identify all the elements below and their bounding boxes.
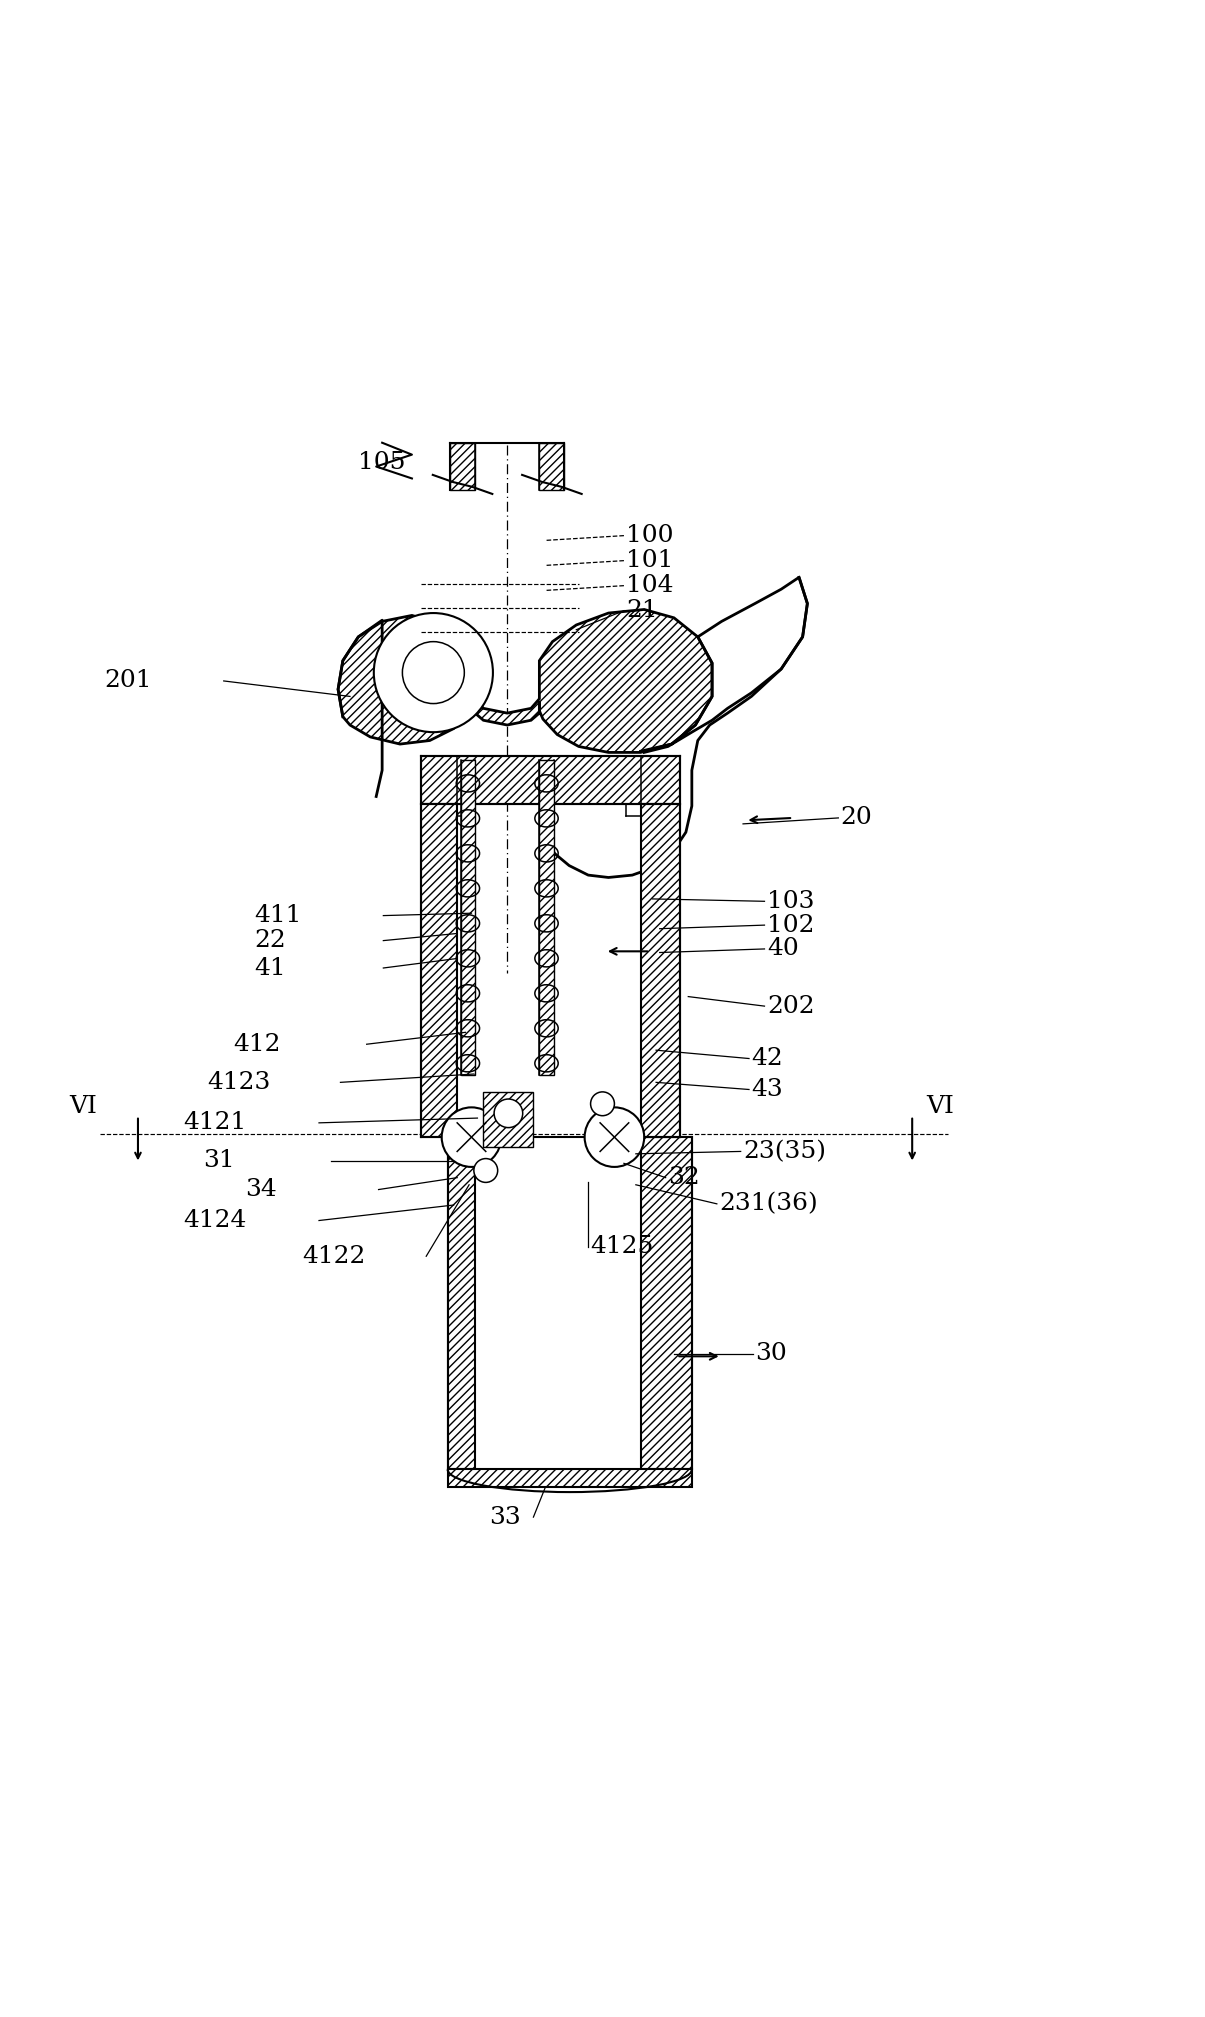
Text: 103: 103: [766, 889, 815, 914]
Circle shape: [442, 1107, 501, 1168]
Text: 40: 40: [766, 938, 799, 960]
Text: VI: VI: [927, 1095, 954, 1117]
Text: 104: 104: [627, 575, 674, 597]
Text: 102: 102: [766, 914, 815, 936]
Text: 412: 412: [234, 1033, 281, 1055]
Polygon shape: [447, 1470, 692, 1487]
Polygon shape: [422, 756, 680, 803]
Text: 30: 30: [756, 1343, 787, 1366]
Circle shape: [474, 1158, 498, 1182]
Polygon shape: [641, 1138, 692, 1470]
Text: 32: 32: [668, 1166, 700, 1190]
Polygon shape: [422, 803, 457, 1138]
Circle shape: [590, 1091, 615, 1115]
Text: 4123: 4123: [207, 1071, 270, 1093]
Polygon shape: [460, 760, 475, 1075]
Text: VI: VI: [69, 1095, 96, 1117]
Polygon shape: [447, 1138, 475, 1470]
Text: 105: 105: [358, 452, 406, 474]
Text: 411: 411: [254, 904, 302, 928]
Text: 231(36): 231(36): [719, 1192, 818, 1216]
Text: 31: 31: [204, 1150, 235, 1172]
Text: 33: 33: [489, 1505, 521, 1529]
Polygon shape: [540, 760, 553, 1075]
Text: 101: 101: [627, 549, 674, 573]
Text: 34: 34: [245, 1178, 277, 1200]
Text: 21: 21: [627, 599, 658, 621]
Text: 22: 22: [254, 930, 287, 952]
Text: 41: 41: [254, 956, 287, 980]
Text: 4121: 4121: [183, 1111, 247, 1134]
Text: 23(35): 23(35): [743, 1140, 827, 1164]
Polygon shape: [483, 1091, 534, 1148]
Polygon shape: [641, 803, 680, 1138]
Circle shape: [402, 641, 464, 704]
Text: 4125: 4125: [590, 1234, 654, 1259]
Polygon shape: [540, 442, 564, 490]
Polygon shape: [339, 609, 712, 752]
Circle shape: [584, 1107, 645, 1168]
Text: 100: 100: [627, 524, 674, 547]
Polygon shape: [449, 442, 475, 490]
Text: 201: 201: [105, 670, 152, 692]
Circle shape: [374, 613, 493, 732]
Text: 42: 42: [752, 1047, 783, 1071]
Text: 43: 43: [752, 1077, 783, 1101]
Circle shape: [494, 1099, 523, 1128]
Text: 4124: 4124: [183, 1208, 247, 1232]
Text: 20: 20: [841, 807, 872, 829]
Text: 202: 202: [766, 994, 815, 1019]
Text: 4122: 4122: [302, 1244, 365, 1269]
